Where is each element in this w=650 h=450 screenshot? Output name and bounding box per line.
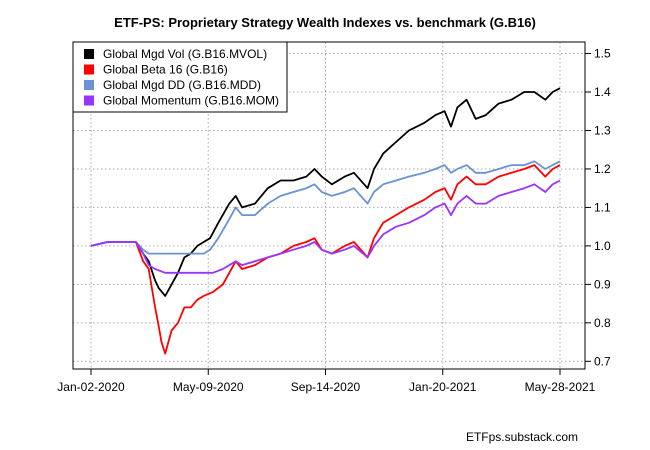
y-tick-label: 1.1 (594, 200, 611, 214)
y-tick-label: 0.8 (594, 316, 611, 330)
legend-swatch (84, 80, 94, 90)
y-tick-label: 1.2 (594, 162, 611, 176)
credit-text: ETFps.substack.com (466, 430, 578, 444)
y-tick-label: 0.9 (594, 277, 611, 291)
x-axis: Jan-02-2020 May-09-2020 Sep-14-2020 Jan-20-… (57, 369, 596, 394)
y-tick-label: 0.7 (594, 354, 611, 368)
x-tick-label: Jan-20-2021 (409, 380, 477, 394)
legend: Global Mgd Vol (G.B16.MVOL) Global Beta 1… (72, 41, 288, 113)
y-tick-label: 1.4 (594, 85, 611, 99)
legend-swatch (84, 64, 94, 75)
legend-label: Global Mgd Vol (G.B16.MVOL) (103, 47, 267, 61)
plot-frame (72, 41, 586, 370)
legend-box (72, 41, 288, 113)
x-tick-label: Sep-14-2020 (291, 380, 361, 394)
y-tick-label: 1.5 (594, 47, 611, 61)
x-tick-label: May-09-2020 (173, 380, 244, 394)
series-layer (90, 87, 561, 355)
series-line-2 (90, 164, 561, 355)
legend-label: Global Momentum (G.B16.MOM) (103, 94, 279, 108)
series-line-4 (90, 179, 561, 274)
legend-label: Global Beta 16 (G.B16) (103, 63, 228, 77)
legend-swatch (84, 95, 94, 106)
y-tick-label: 1.3 (594, 123, 611, 137)
series-line-1 (90, 87, 561, 297)
chart-title: ETF-PS: Proprietary Strategy Wealth Inde… (114, 15, 536, 30)
y-tick-label: 1.0 (594, 239, 611, 253)
x-tick-label: Jan-02-2020 (57, 380, 125, 394)
legend-label: Global Mgd DD (G.B16.MDD) (103, 78, 261, 92)
x-tick-label: May-28-2021 (525, 380, 596, 394)
y-axis: 0.7 0.8 0.9 1.0 1.1 1.2 1.3 1.4 1.5 (585, 47, 611, 368)
series-line-3 (90, 160, 561, 255)
legend-swatch (84, 49, 94, 59)
